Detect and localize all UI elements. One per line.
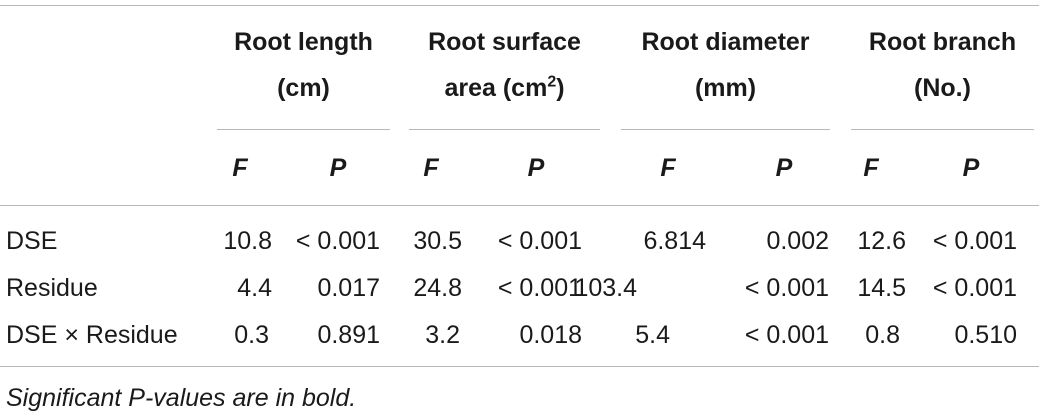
subheader-f: F — [423, 154, 439, 182]
header-bottom-rule — [0, 205, 1039, 206]
cell-value: 4.4 — [237, 274, 272, 302]
group-rule-root-diameter — [621, 129, 830, 130]
row-label: DSE — [6, 227, 58, 255]
subheader-f: F — [232, 154, 248, 182]
cell-value: 14.5 — [857, 274, 906, 302]
cell-value: 30.5 — [413, 227, 462, 255]
cell-value: < 0.001 — [497, 227, 582, 255]
group-rule-root-branch — [851, 129, 1034, 130]
subheader-f: F — [660, 154, 676, 182]
column-header-line2: (mm) — [694, 74, 757, 102]
subheader-f: F — [863, 154, 879, 182]
subheader-p: P — [329, 154, 347, 182]
subheader-p: P — [962, 154, 980, 182]
cell-value: 3.2 — [425, 321, 460, 349]
cell-value: < 0.001 — [932, 274, 1017, 302]
cell-value: 10.8 — [223, 227, 272, 255]
row-label: Residue — [6, 274, 98, 302]
column-header-line2-tail: ) — [556, 74, 565, 102]
cell-value: < 0.001 — [497, 274, 582, 302]
row-label: DSE × Residue — [6, 321, 178, 349]
column-header-line1: Root length — [234, 28, 373, 56]
cell-value: 0.8 — [865, 321, 900, 349]
cell-value: 12.6 — [857, 227, 906, 255]
cell-value: 103.4 — [574, 274, 637, 302]
cell-value: 6.814 — [643, 227, 706, 255]
cell-value: 0.3 — [234, 321, 269, 349]
group-rule-root-surface-area — [409, 129, 600, 130]
cell-value: 5.4 — [635, 321, 670, 349]
column-header-line1: Root surface — [428, 28, 581, 56]
cell-value: 0.510 — [954, 321, 1017, 349]
column-header-line2: (cm) — [277, 74, 330, 102]
table-bottom-rule — [0, 366, 1039, 367]
group-rule-root-length — [217, 129, 390, 130]
cell-value: 0.017 — [317, 274, 380, 302]
column-header-line2-text: area (cm — [444, 74, 548, 102]
top-rule — [0, 5, 1039, 6]
cell-value: 0.891 — [317, 321, 380, 349]
cell-value: 0.002 — [766, 227, 829, 255]
column-header-line1: Root branch — [868, 28, 1017, 56]
column-header-line2: (No.) — [914, 74, 971, 102]
cell-value: < 0.001 — [744, 274, 829, 302]
column-header-line2: area (cm2) — [405, 73, 604, 103]
subheader-p: P — [527, 154, 545, 182]
cell-value: < 0.001 — [932, 227, 1017, 255]
column-header-line1: Root diameter — [641, 28, 810, 56]
subheader-p: P — [775, 154, 793, 182]
table-footnote: Significant P-values are in bold. — [6, 384, 357, 412]
cell-value: 0.018 — [519, 321, 582, 349]
superscript: 2 — [547, 73, 557, 91]
cell-value: < 0.001 — [295, 227, 380, 255]
cell-value: < 0.001 — [744, 321, 829, 349]
cell-value: 24.8 — [413, 274, 462, 302]
